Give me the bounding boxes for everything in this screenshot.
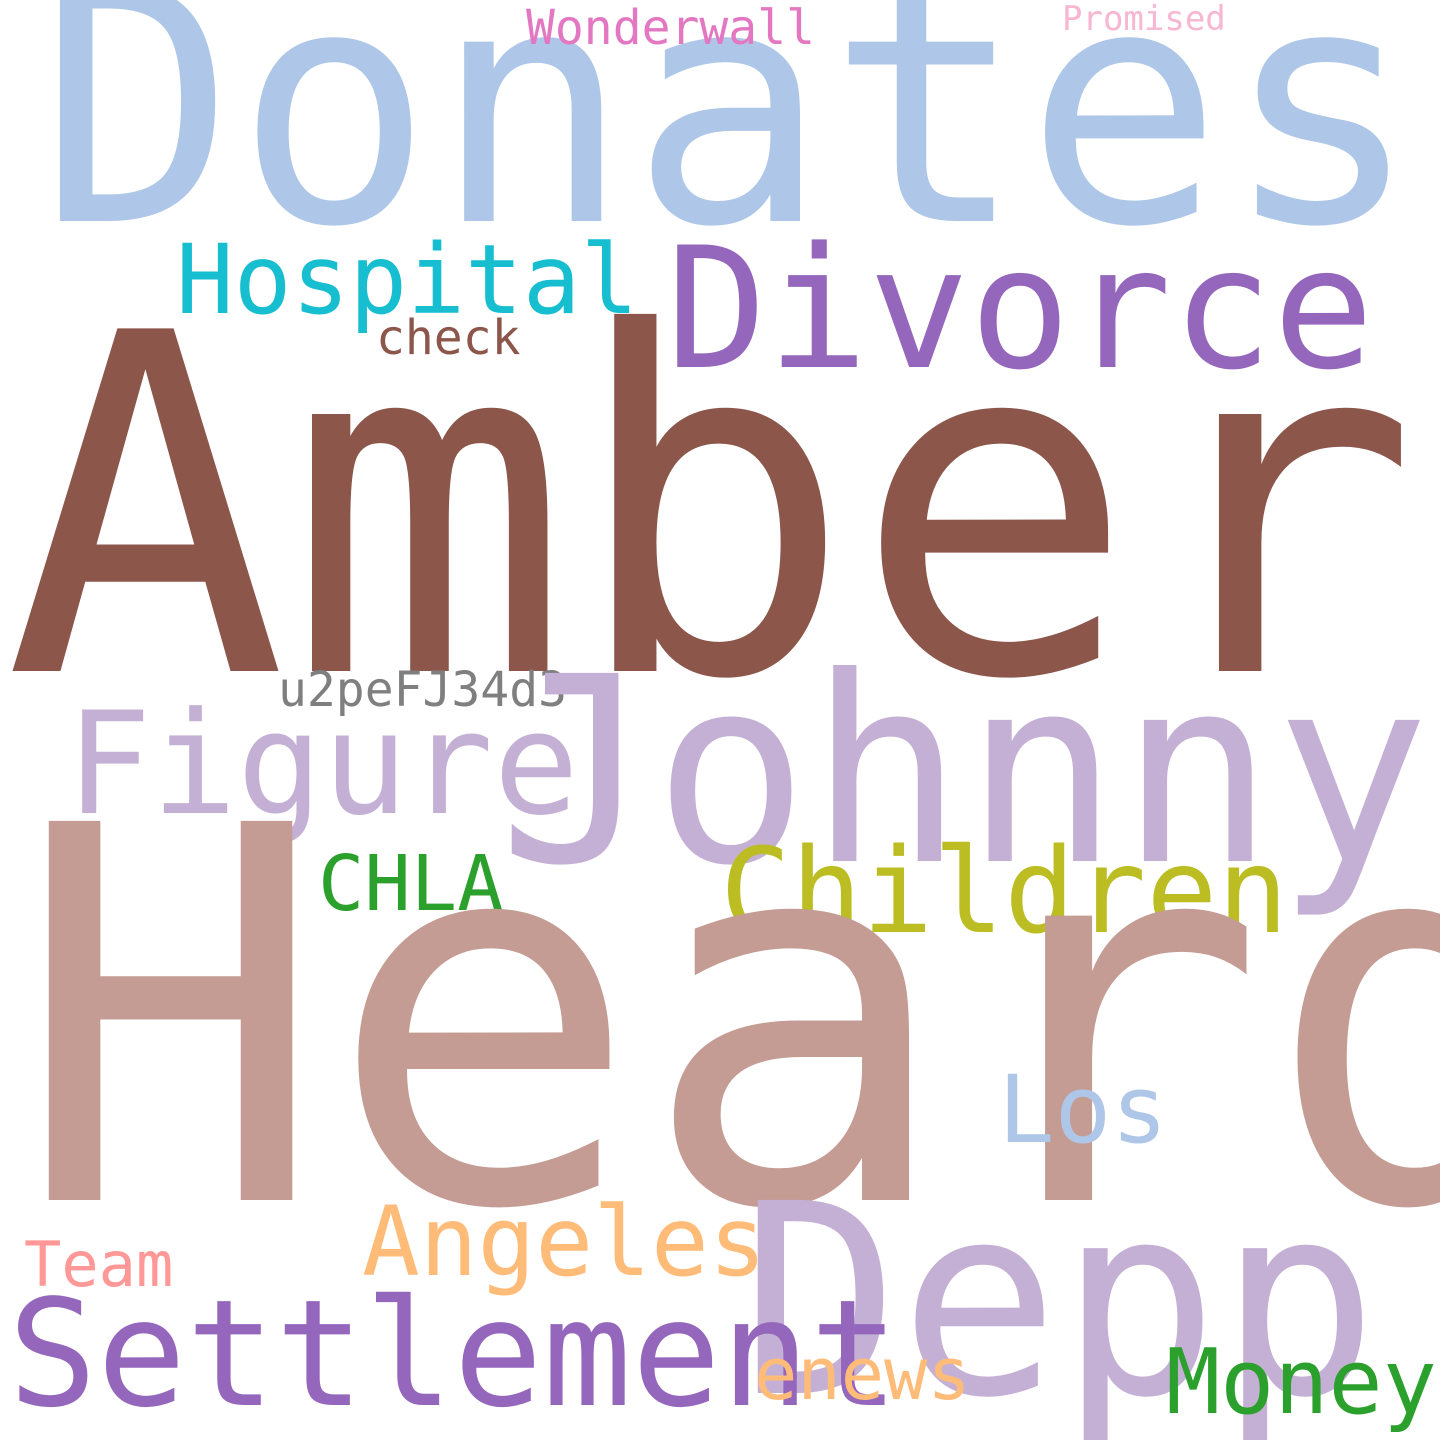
word-promised: Promised [1062, 0, 1226, 39]
word-depp: Depp [740, 1148, 1379, 1440]
word-u2pefj34d3: u2peFJ34d3 [278, 662, 567, 718]
word-settlement: Settlement [8, 1268, 900, 1440]
word-los: Los [998, 1056, 1168, 1165]
word-angeles: Angeles [362, 1186, 767, 1298]
word-heard: Heard [14, 717, 1440, 1323]
word-figure: Figure [66, 682, 579, 847]
word-divorce: Divorce [666, 211, 1375, 407]
word-check: check [376, 310, 521, 366]
word-wonderwall: Wonderwall [526, 0, 815, 56]
word-enews: enews [754, 1332, 971, 1416]
word-johnny: Johnny [498, 622, 1430, 922]
word-money: Money [1166, 1330, 1437, 1435]
word-team: Team [24, 1228, 174, 1301]
word-amber: Amber [4, 235, 1419, 782]
word-children: Children [720, 822, 1289, 960]
word-donates: Donates [38, 0, 1421, 299]
word-chla: CHLA [318, 840, 504, 929]
word-hospital: Hospital [176, 224, 639, 336]
